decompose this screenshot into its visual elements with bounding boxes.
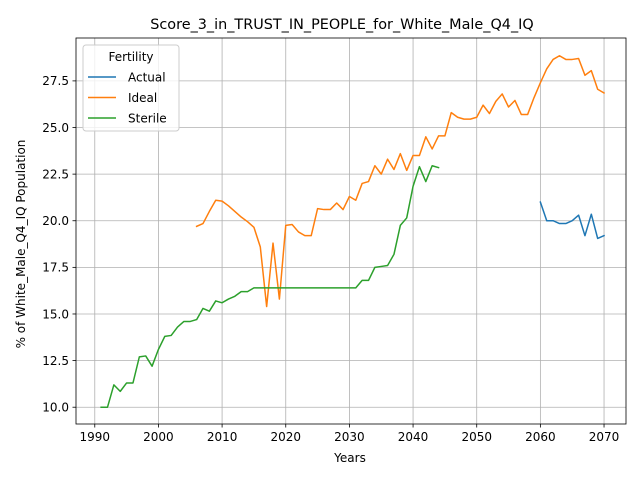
legend-label-sterile: Sterile xyxy=(128,111,167,125)
y-axis-label: % of White_Male_Q4_IQ Population xyxy=(14,140,28,349)
legend: Fertility Actual Ideal Sterile xyxy=(82,44,180,132)
series-line-ideal xyxy=(195,54,606,308)
y-tick-label: 10.0 xyxy=(42,401,69,415)
x-tick-label: 2050 xyxy=(461,430,492,444)
x-axis-label: Years xyxy=(333,451,366,465)
x-tick-label: 2060 xyxy=(525,430,556,444)
x-axis: 1990 2000 2010 2020 2030 2040 2050 2060 2070 xyxy=(80,424,620,444)
x-tick-label: 1990 xyxy=(80,430,111,444)
x-tick-label: 2040 xyxy=(398,430,429,444)
plot-frame xyxy=(75,37,627,425)
y-axis: 10.0 12.5 15.0 17.5 20.0 22.5 25.0 27.5 xyxy=(42,74,76,415)
legend-box xyxy=(82,44,180,132)
y-tick-label: 15.0 xyxy=(42,307,69,321)
grid-lines xyxy=(76,38,626,424)
x-tick-label: 2000 xyxy=(143,430,174,444)
x-tick-label: 2030 xyxy=(334,430,365,444)
series-line-actual xyxy=(539,201,606,240)
y-tick-label: 25.0 xyxy=(42,121,69,135)
x-tick-label: 2070 xyxy=(589,430,620,444)
x-tick-label: 2020 xyxy=(270,430,301,444)
x-tick-label: 2010 xyxy=(207,430,238,444)
y-tick-label: 17.5 xyxy=(42,261,69,275)
y-tick-label: 22.5 xyxy=(42,167,69,181)
y-tick-label: 27.5 xyxy=(42,74,69,88)
legend-label-actual: Actual xyxy=(128,70,166,84)
legend-title: Fertility xyxy=(108,50,153,64)
series-lines xyxy=(100,54,606,408)
series-line-sterile xyxy=(100,164,440,408)
chart-title: Score_3_in_TRUST_IN_PEOPLE_for_White_Mal… xyxy=(150,17,533,33)
y-tick-label: 12.5 xyxy=(42,354,69,368)
legend-label-ideal: Ideal xyxy=(128,91,157,105)
y-tick-label: 20.0 xyxy=(42,214,69,228)
